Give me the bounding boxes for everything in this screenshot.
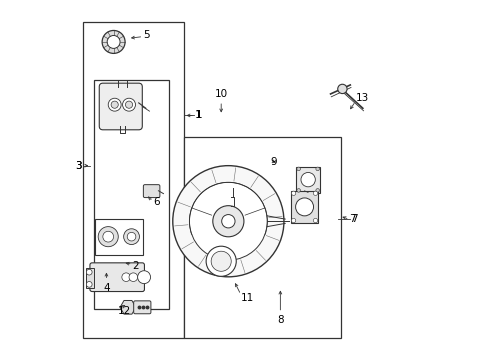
Bar <box>296 167 319 193</box>
Circle shape <box>315 189 319 192</box>
Bar <box>95 220 143 255</box>
Circle shape <box>123 229 139 244</box>
Bar <box>85 268 93 288</box>
Circle shape <box>86 282 92 287</box>
Circle shape <box>125 101 132 108</box>
Bar <box>94 80 169 309</box>
Text: 5: 5 <box>143 30 150 40</box>
Circle shape <box>211 251 231 271</box>
FancyBboxPatch shape <box>99 83 142 130</box>
Text: 9: 9 <box>270 157 276 167</box>
Text: 1: 1 <box>195 111 202 121</box>
Bar <box>290 191 317 223</box>
Circle shape <box>86 269 92 275</box>
Text: 3: 3 <box>75 161 81 171</box>
Text: 12: 12 <box>118 306 131 316</box>
Circle shape <box>221 215 235 228</box>
Text: 1: 1 <box>195 111 201 121</box>
FancyBboxPatch shape <box>143 185 160 198</box>
Circle shape <box>107 36 120 48</box>
Text: 13: 13 <box>355 93 368 103</box>
Circle shape <box>129 273 137 282</box>
Bar <box>83 22 183 338</box>
Circle shape <box>291 219 295 223</box>
Circle shape <box>212 206 244 237</box>
Text: 2: 2 <box>132 261 139 271</box>
Circle shape <box>291 191 295 195</box>
Circle shape <box>295 198 313 216</box>
Circle shape <box>206 246 236 276</box>
Circle shape <box>337 84 346 94</box>
Text: 3: 3 <box>75 161 82 171</box>
Circle shape <box>137 271 150 284</box>
Text: 7: 7 <box>349 215 355 224</box>
Circle shape <box>102 31 125 53</box>
Circle shape <box>301 172 315 187</box>
Circle shape <box>296 189 300 192</box>
Circle shape <box>315 167 319 171</box>
Circle shape <box>122 98 135 111</box>
Circle shape <box>127 232 136 241</box>
Circle shape <box>102 231 113 242</box>
Circle shape <box>111 101 118 108</box>
Bar <box>183 137 341 338</box>
Text: 10: 10 <box>214 89 227 99</box>
Text: 7: 7 <box>350 215 357 224</box>
FancyBboxPatch shape <box>90 263 144 292</box>
Circle shape <box>313 219 317 223</box>
Text: 11: 11 <box>241 293 254 303</box>
Text: 8: 8 <box>277 315 283 325</box>
Circle shape <box>296 167 300 171</box>
Circle shape <box>189 182 267 260</box>
Circle shape <box>172 166 284 277</box>
FancyBboxPatch shape <box>133 301 151 314</box>
Circle shape <box>98 226 118 247</box>
Circle shape <box>122 273 130 282</box>
Text: 6: 6 <box>153 197 160 207</box>
Circle shape <box>313 191 317 195</box>
Circle shape <box>108 98 121 111</box>
Text: 4: 4 <box>103 283 109 293</box>
